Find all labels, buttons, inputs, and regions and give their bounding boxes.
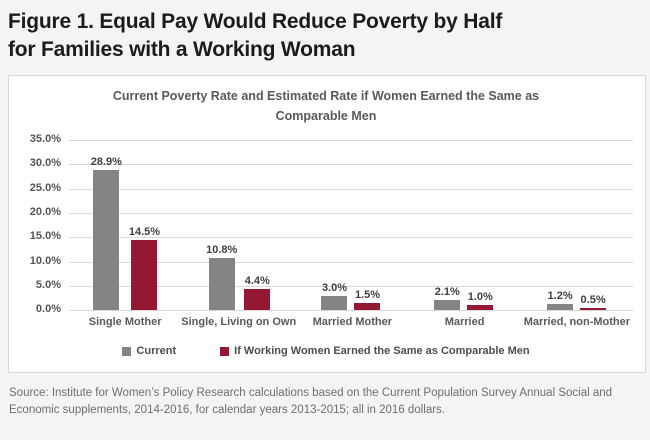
bar: 28.9% xyxy=(90,155,122,311)
category-label: Married xyxy=(444,316,485,329)
y-tick-label: 0.0% xyxy=(35,303,61,316)
bar-value-label: 14.5% xyxy=(128,225,161,238)
legend-item: Current xyxy=(122,345,176,357)
bar: 10.8% xyxy=(206,243,238,311)
chart-title: Current Poverty Rate and Estimated Rate … xyxy=(19,87,633,126)
bar: 1.0% xyxy=(467,291,494,311)
chart-title-line-2: Comparable Men xyxy=(275,108,377,123)
bar-rect xyxy=(580,307,607,311)
y-tick-label: 10.0% xyxy=(29,254,61,267)
bar-group: 1.2% 0.5% xyxy=(520,290,633,311)
bar-rect xyxy=(547,304,574,311)
bar-value-label: 1.5% xyxy=(354,288,381,301)
gridline xyxy=(69,285,633,287)
category-label: Married, non-Mother xyxy=(523,316,631,329)
bar-group: 3.0% 1.5% xyxy=(295,282,408,311)
bar-value-label: 1.0% xyxy=(467,291,493,304)
legend-label: If Working Women Earned the Same as Comp… xyxy=(234,345,530,358)
figure-title-line-2: for Families with a Working Woman xyxy=(8,37,356,61)
bar-group: 10.8% 4.4% xyxy=(182,243,295,311)
legend-swatch-icon xyxy=(122,346,132,356)
bar-value-label: 2.1% xyxy=(434,286,460,298)
bar-value-label: 0.5% xyxy=(580,293,606,306)
source-note: Source: Institute for Women’s Policy Res… xyxy=(9,387,613,417)
y-tick-label: 15.0% xyxy=(29,230,61,243)
bar-value-label: 4.4% xyxy=(244,274,270,287)
gridline xyxy=(69,237,633,239)
legend-label: Current xyxy=(136,345,177,358)
y-axis-labels: 35.0% 30.0% 25.0% 20.0% 15.0% 10.0% 5.0% 0.0% xyxy=(19,133,69,315)
category-label: Single, Living on Own xyxy=(181,316,297,329)
y-tick-label: 35.0% xyxy=(29,133,61,146)
chart-title-line-1: Current Poverty Rate and Estimated Rate … xyxy=(112,89,540,104)
plot-area: 28.9% 14.5% 10.8% 4.4% 3.0% 1.5% 2.1% 1.0% 1.2% 0… xyxy=(69,140,633,312)
x-axis: Single Mother Single, Living on Own Marrie… xyxy=(19,316,633,328)
gridline xyxy=(69,188,633,190)
gridline xyxy=(69,213,633,215)
legend: Current If Working Women Earned the Same … xyxy=(19,345,633,357)
bar-rect xyxy=(321,295,348,311)
y-tick-label: 5.0% xyxy=(35,278,61,291)
bar-groups: 28.9% 14.5% 10.8% 4.4% 3.0% 1.5% 2.1% 1.0% 1.2% 0… xyxy=(69,140,633,311)
bar-rect xyxy=(244,288,271,311)
bar: 1.5% xyxy=(354,288,381,311)
gridline xyxy=(69,140,633,142)
bar-group: 2.1% 1.0% xyxy=(407,286,520,311)
bar: 3.0% xyxy=(321,281,348,311)
bar: 4.4% xyxy=(244,274,271,311)
bar: 14.5% xyxy=(128,225,161,311)
bar-rect xyxy=(208,257,235,311)
legend-swatch-icon xyxy=(220,346,230,356)
plot-row: 35.0% 30.0% 25.0% 20.0% 15.0% 10.0% 5.0% 0.0% 2… xyxy=(19,133,633,315)
y-tick-label: 20.0% xyxy=(29,206,61,219)
gridline xyxy=(69,261,633,263)
bar-value-label: 28.9% xyxy=(90,155,122,168)
chart-panel: Current Poverty Rate and Estimated Rate … xyxy=(8,75,646,374)
bar-rect xyxy=(93,169,120,311)
category-label: Single Mother xyxy=(88,316,162,329)
gridline xyxy=(69,310,633,312)
bar: 0.5% xyxy=(580,293,607,311)
category-label: Married Mother xyxy=(312,316,393,329)
bar-rect xyxy=(434,300,461,311)
figure-title-line-1: Figure 1. Equal Pay Would Reduce Poverty… xyxy=(8,10,503,33)
bar-value-label: 10.8% xyxy=(206,243,238,256)
y-tick-label: 30.0% xyxy=(29,157,61,170)
bar-rect xyxy=(131,239,158,311)
bar-value-label: 1.2% xyxy=(547,290,573,303)
x-axis-spacer xyxy=(19,316,69,328)
bar-group: 28.9% 14.5% xyxy=(69,155,182,311)
bar-rect xyxy=(467,305,494,311)
bar: 2.1% xyxy=(434,286,461,311)
gridline xyxy=(69,164,633,166)
bar-value-label: 3.0% xyxy=(321,281,348,294)
bar: 1.2% xyxy=(547,290,574,311)
y-tick-label: 25.0% xyxy=(29,181,61,194)
bar-rect xyxy=(354,302,381,311)
category-labels: Single Mother Single, Living on Own Marrie… xyxy=(69,316,633,328)
figure-title: Figure 1. Equal Pay Would Reduce Poverty… xyxy=(8,8,640,63)
legend-item: If Working Women Earned the Same as Comp… xyxy=(220,345,530,358)
